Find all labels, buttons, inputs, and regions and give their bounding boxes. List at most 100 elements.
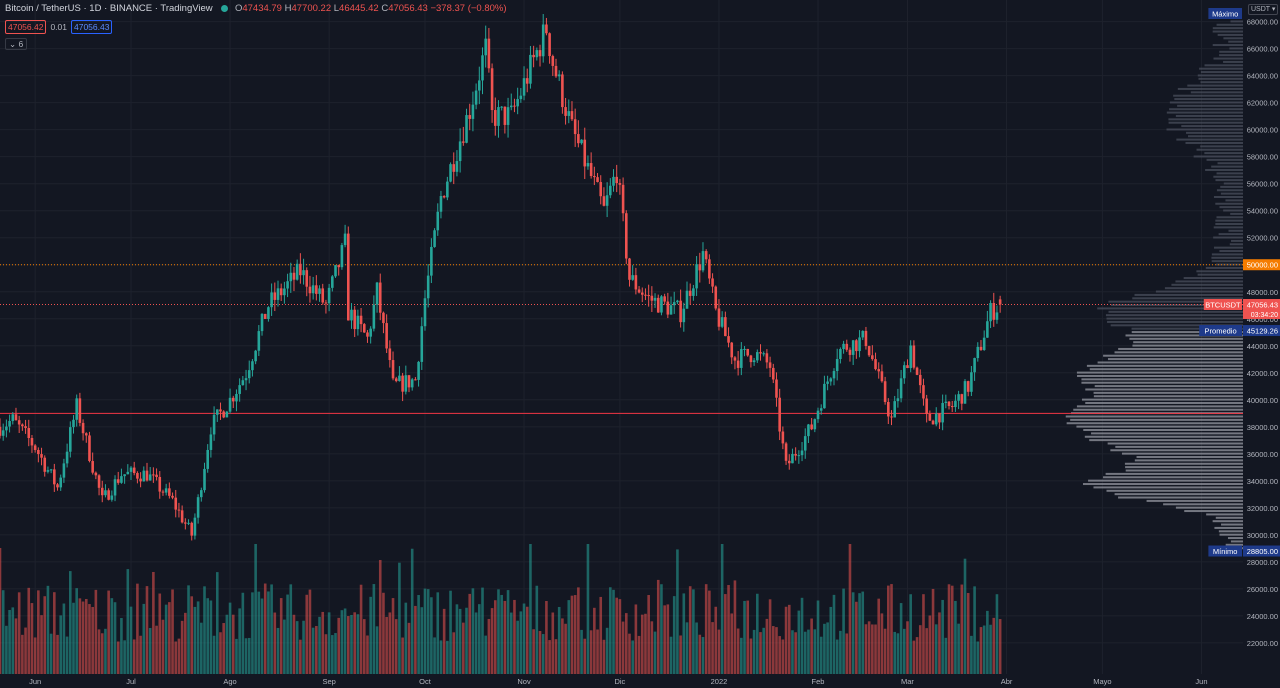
volume-bar: [120, 618, 123, 674]
volume-bar: [503, 600, 507, 674]
candle-body: [334, 265, 337, 277]
buy-button[interactable]: 47056.43: [71, 20, 113, 34]
price-tick-label: 52000.00: [1247, 234, 1278, 243]
candle-body: [490, 68, 494, 111]
price-tick-label: 42000.00: [1247, 369, 1278, 378]
volume-profile-bar: [1089, 368, 1243, 371]
candle-body: [136, 473, 139, 479]
market-open-icon: [221, 5, 229, 12]
volume-bar: [941, 599, 944, 674]
volume-bar: [40, 615, 43, 674]
candle-body: [787, 460, 791, 464]
volume-profile-bar: [1106, 489, 1243, 492]
volume-bar: [5, 625, 8, 674]
volume-profile-bar: [1166, 128, 1243, 131]
price-badge-tag: [1208, 8, 1242, 20]
volume-bar: [858, 593, 861, 674]
volume-profile-bar: [1169, 108, 1243, 111]
volume-bar: [797, 610, 801, 674]
candle-body: [295, 263, 299, 280]
volume-bar: [267, 591, 270, 674]
price-axis: [1243, 0, 1280, 688]
volume-bar: [640, 614, 644, 674]
volume-bar: [685, 622, 689, 674]
candle-body: [30, 438, 34, 446]
candle-body: [161, 491, 165, 493]
price-tick-label: 30000.00: [1247, 531, 1278, 540]
volume-bar: [586, 544, 590, 674]
volume-bar: [279, 598, 283, 674]
volume-bar: [200, 622, 203, 674]
low-value: 46445.42: [339, 3, 379, 14]
price-badge-value: 47056.43: [1247, 300, 1278, 309]
volume-bar: [736, 628, 740, 674]
price-badge-tag: [1208, 545, 1242, 557]
candle-body: [270, 292, 273, 308]
candle-body: [168, 488, 171, 496]
candle-body: [474, 90, 478, 105]
volume-bar: [311, 627, 315, 674]
candle-body: [222, 411, 225, 418]
candle-body: [430, 246, 433, 276]
volume-profile-bar: [1229, 243, 1243, 246]
candle-body: [618, 183, 622, 185]
candle-body: [711, 278, 714, 287]
volume-profile-bar: [1108, 310, 1243, 313]
volume-profile-bar: [1107, 320, 1243, 323]
volume-bar: [49, 633, 53, 674]
candle-body: [672, 302, 676, 306]
volume-bar: [420, 607, 424, 674]
candle-body: [318, 288, 321, 294]
volume-profile-bar: [1216, 263, 1243, 266]
volume-bar: [391, 598, 395, 674]
volume-profile-bar: [1118, 496, 1243, 499]
candle-body: [640, 292, 644, 295]
volume-profile-bar: [1076, 405, 1243, 408]
volume-bar: [902, 628, 906, 674]
volume-bar: [899, 603, 903, 674]
volume-bar: [717, 629, 721, 674]
volume-bar: [954, 600, 957, 674]
volume-bar: [634, 604, 638, 674]
volume-bar: [749, 638, 753, 674]
sell-button[interactable]: 47056.42: [5, 20, 47, 34]
volume-profile-bar: [1163, 503, 1243, 506]
candle-body: [877, 369, 881, 372]
volume-bar: [164, 604, 168, 674]
candle-body: [235, 393, 238, 402]
candle-body: [593, 176, 596, 178]
candle-body: [922, 385, 925, 399]
volume-bar: [807, 629, 810, 674]
candle-body: [196, 497, 200, 518]
volume-bar: [331, 635, 334, 674]
candle-body: [912, 345, 916, 368]
candle-body: [858, 337, 861, 352]
currency-select[interactable]: USDT ▾: [1248, 4, 1279, 15]
volume-bar: [679, 635, 682, 674]
symbol-title[interactable]: Bitcoin / TetherUS · 1D · BINANCE · Trad…: [5, 3, 213, 14]
candle-body: [0, 426, 2, 436]
candle-body: [305, 270, 309, 287]
candle-body: [634, 275, 638, 290]
candle-body: [887, 401, 890, 417]
volume-profile-bar: [1219, 250, 1243, 253]
volume-bar: [442, 608, 446, 674]
indicators-toggle[interactable]: ⌄ 6: [5, 38, 28, 50]
candle-body: [104, 490, 107, 496]
symbol-legend: Bitcoin / TetherUS · 1D · BINANCE · Trad…: [5, 3, 507, 14]
candle-body: [663, 296, 666, 302]
candle-body: [688, 290, 692, 296]
volume-bar: [944, 637, 948, 674]
candle-body: [375, 282, 379, 305]
candle-body: [628, 258, 631, 280]
volume-bar: [426, 589, 430, 674]
candle-body: [918, 374, 922, 386]
volume-bar: [334, 633, 337, 674]
candle-body: [839, 349, 842, 359]
candle-body: [107, 490, 110, 500]
volume-bar: [24, 627, 27, 674]
volume-bar: [803, 631, 807, 674]
candle-body: [311, 285, 315, 294]
volume-bar: [867, 621, 871, 674]
